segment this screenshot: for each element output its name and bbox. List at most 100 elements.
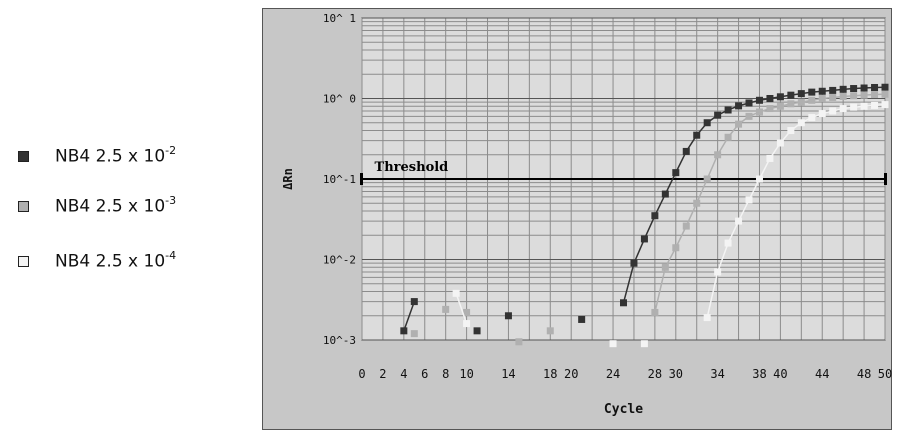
data-point [766,105,774,113]
data-point [829,93,837,101]
data-point [463,320,471,328]
data-point [714,151,722,159]
data-point [515,338,523,346]
data-point [766,154,774,162]
threshold-label: Threshold [375,160,449,175]
data-point [871,83,879,91]
legend-swatch [18,200,29,212]
data-point [808,114,816,122]
x-tick-label: 18 [543,367,557,381]
data-point [693,131,701,139]
x-tick-label: 48 [857,367,871,381]
series-line [737,199,750,222]
x-tick-label: 28 [648,367,662,381]
data-point [735,120,743,128]
series-line [685,202,698,227]
data-point [797,90,805,98]
data-point [881,83,889,91]
data-point [808,96,816,104]
data-point [546,327,554,335]
x-tick-label: 24 [606,367,620,381]
data-point [703,175,711,183]
data-point [661,263,669,271]
data-point [745,196,753,204]
data-point [787,100,795,108]
data-point [661,190,669,198]
x-tick-label: 10 [459,367,473,381]
x-tick-label: 0 [358,367,365,381]
data-point [735,102,743,110]
y-axis-label: ΔRn [281,168,295,190]
data-point [620,299,627,307]
data-point [766,95,774,102]
data-point [504,312,512,320]
series-line [664,172,677,195]
x-tick-label: 38 [752,367,766,381]
data-point [463,308,471,316]
series-line [403,301,416,332]
data-point [651,308,659,316]
y-tick-label: 10^-1 [323,173,356,186]
legend-label: NB4 2.5 x 10-3 [55,194,177,217]
data-point [776,102,784,110]
data-point [881,101,889,109]
data-point [745,112,753,120]
x-tick-label: 40 [773,367,787,381]
data-point [640,235,648,243]
series-line [654,193,667,217]
data-point [839,92,847,100]
data-point [452,289,460,297]
x-tick-label: 20 [564,367,578,381]
data-point [745,99,753,107]
data-point [881,90,889,98]
data-point [630,259,638,267]
data-point [871,101,879,109]
threshold-handle-left [360,173,363,185]
y-tick-label: 10^-2 [323,254,356,267]
data-point [860,102,868,110]
data-point [703,119,711,127]
data-point [410,298,418,306]
data-point [714,111,722,119]
series-line [716,242,729,273]
data-point [850,85,858,93]
x-axis-label: Cycle [604,402,643,417]
data-point [797,119,805,127]
data-point [640,340,648,348]
legend-swatch [18,150,29,162]
legend-item: NB4 2.5 x 10-2 [18,144,176,167]
series-line [696,178,708,204]
data-point [871,91,879,99]
x-tick-label: 2 [379,367,386,381]
series-line [675,225,687,249]
data-point [850,103,858,111]
data-point [818,95,826,102]
x-tick-label: 44 [815,367,829,381]
data-point [839,85,847,93]
data-point [682,147,690,155]
data-point [787,91,795,99]
data-point [442,305,450,313]
data-point [735,217,743,225]
data-point [829,86,837,94]
legend: NB4 2.5 x 10-2 NB4 2.5 x 10-3 NB4 2.5 x … [0,0,262,438]
data-point [651,212,659,220]
data-point [860,91,868,99]
data-point [578,315,586,323]
series-line [675,151,687,173]
x-tick-label: 14 [501,367,515,381]
data-point [724,133,732,141]
series-line [706,271,719,318]
data-point [829,107,837,115]
data-point [609,340,617,348]
data-point [818,110,826,118]
y-tick-label: 10^ 0 [323,93,356,106]
amplification-plot: 10^ 110^ 010^-110^-210^-30 2 4 6 8 10 14 18 20 24… [281,12,892,417]
data-point [787,127,795,135]
x-tick-label: 34 [710,367,724,381]
data-point [410,330,418,338]
data-point [693,199,701,207]
legend-item: NB4 2.5 x 10-4 [18,249,176,272]
series-line [654,267,667,313]
threshold-handle-right [884,173,887,185]
